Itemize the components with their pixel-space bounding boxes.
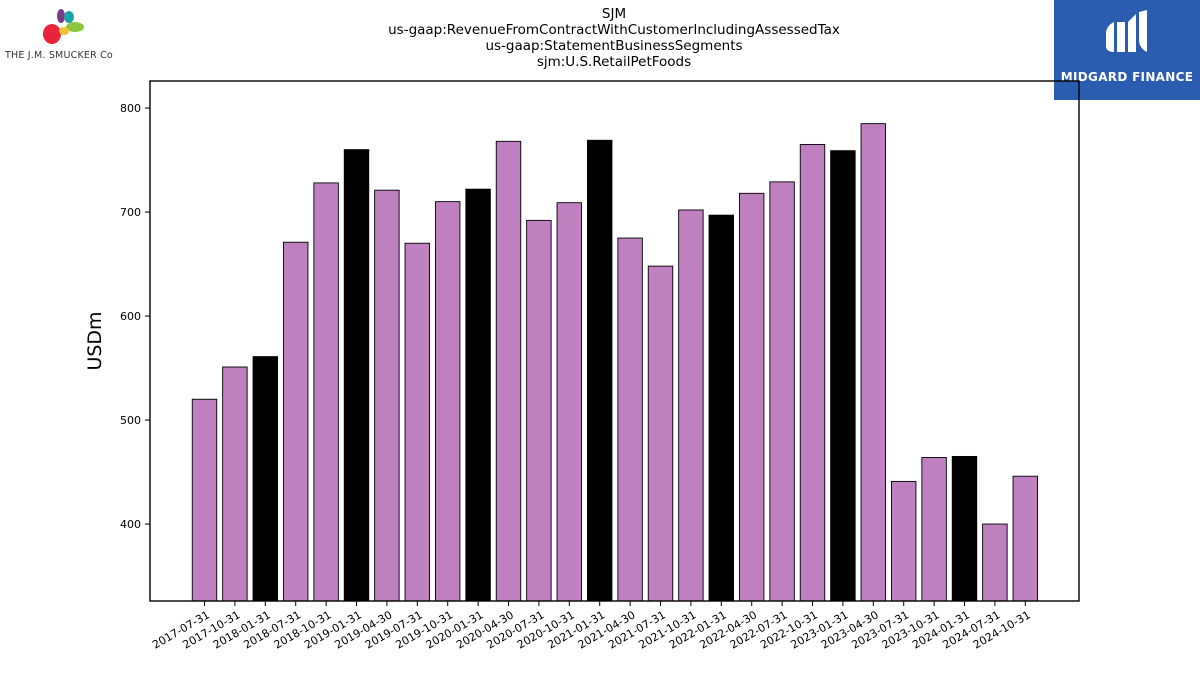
bar-2018-10-31: [313, 182, 339, 602]
y-tick-label: 700: [120, 206, 141, 219]
partner-logo: MIDGARD FINANCE: [1054, 0, 1200, 100]
chart-title-line: sjm:U.S.RetailPetFoods: [536, 54, 692, 70]
x-axis: 2017-07-312017-10-312018-01-312018-07-31…: [150, 601, 1033, 652]
bar-2023-10-31: [921, 457, 947, 602]
bar-2023-07-31: [891, 480, 917, 602]
bar-2022-04-30: [739, 192, 765, 602]
bar-2019-04-30: [374, 189, 400, 602]
plot-frame: [149, 80, 1080, 602]
company-logo-text: THE J.M. SMUCKER Co: [5, 50, 113, 61]
bar-2020-07-31: [526, 219, 552, 602]
chart-title-line: us-gaap:RevenueFromContractWithCustomerI…: [388, 22, 840, 38]
chart-title: SJM us-gaap:RevenueFromContractWithCusto…: [314, 6, 914, 70]
y-axis: 400 500 600 700 800: [120, 102, 150, 531]
y-tick-label: 800: [120, 102, 141, 115]
bar-2019-10-31: [435, 201, 461, 602]
bar-2021-01-31: [587, 139, 613, 602]
bar-2022-10-31: [799, 143, 826, 602]
bar-2024-07-31: [982, 523, 1008, 602]
bar-2018-01-31: [252, 356, 279, 602]
bar-2020-10-31: [556, 202, 582, 602]
bar-2023-01-31: [830, 150, 856, 602]
bar-2020-04-30: [495, 140, 522, 602]
chart-title-line: SJM: [601, 6, 627, 22]
chart-title-line: us-gaap:StatementBusinessSegments: [485, 38, 743, 54]
bar-2021-04-30: [617, 237, 643, 602]
partner-mark-icon: [1106, 10, 1147, 52]
bar-2022-01-31: [708, 214, 734, 602]
y-tick-label: 400: [120, 518, 141, 531]
bar-2024-10-31: [1012, 475, 1038, 602]
y-tick-label: 500: [120, 414, 141, 427]
company-logo: THE J.M. SMUCKER Co: [4, 4, 124, 66]
bars-layer: [191, 123, 1038, 602]
y-axis-title: USDm: [84, 311, 106, 370]
bar-2019-07-31: [404, 242, 430, 602]
bar-2017-10-31: [222, 366, 248, 602]
bar-2019-01-31: [343, 149, 370, 602]
fruit-logo-icon: [43, 9, 84, 44]
bar-2023-04-30: [860, 123, 886, 602]
bar-2021-10-31: [678, 209, 704, 602]
bar-2024-01-31: [951, 455, 978, 602]
y-tick-label: 600: [120, 310, 141, 323]
bar-2018-07-31: [283, 241, 309, 602]
partner-logo-text: MIDGARD FINANCE: [1060, 70, 1194, 84]
bar-2022-07-31: [769, 181, 795, 602]
bar-2021-07-31: [647, 265, 674, 602]
bar-2017-07-31: [191, 398, 218, 602]
bar-2020-01-31: [465, 188, 491, 602]
axes-layer: [149, 80, 1080, 602]
